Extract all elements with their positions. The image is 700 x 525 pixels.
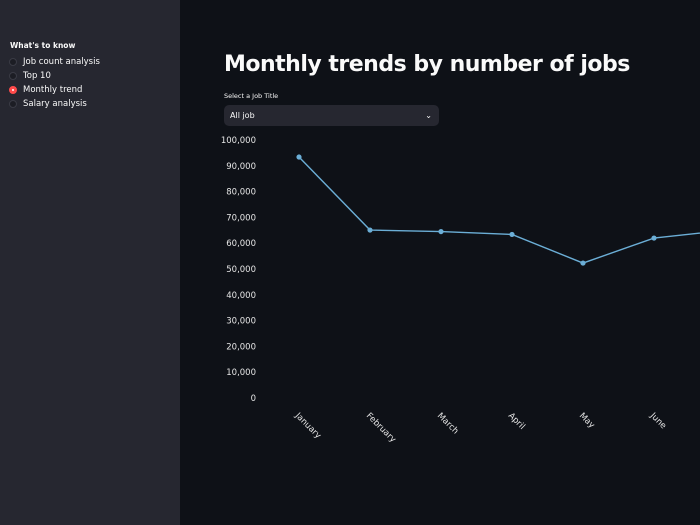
series-line [298,156,700,264]
radio-label: Monthly trend [23,85,83,95]
y-tick-label: 80,000 [226,188,256,198]
data-point [367,227,373,233]
select-value: All job [230,111,255,120]
y-tick-label: 30,000 [226,317,256,327]
radio-circle-icon [9,58,17,66]
radio-salary-analysis[interactable]: Salary analysis [9,99,87,109]
radio-label: Job count analysis [23,57,100,67]
radio-top-10[interactable]: Top 10 [9,71,51,81]
radio-circle-icon [9,100,17,108]
y-tick-label: 60,000 [226,239,256,249]
y-tick-label: 40,000 [226,291,256,301]
chevron-down-icon: ⌄ [425,111,432,120]
x-tick-label: March [435,411,460,436]
y-tick-label: 90,000 [226,162,256,172]
data-point [438,228,444,235]
y-tick-label: 100,000 [221,136,256,146]
y-tick-label: 10,000 [226,368,256,378]
y-tick-label: 70,000 [226,213,256,223]
page-title: Monthly trends by number of jobs [224,52,630,77]
job-title-select[interactable]: All job ⌄ [224,105,439,126]
radio-circle-icon [9,72,17,80]
data-point [296,154,302,160]
x-tick-label: April [506,411,527,432]
data-point [651,235,657,241]
data-point [509,231,515,238]
select-label: Select a Job Title [224,92,279,100]
radio-label: Salary analysis [23,99,87,109]
x-tick-label: June [647,410,668,431]
y-tick-label: 20,000 [226,342,256,352]
radio-monthly-trend[interactable]: Monthly trend [9,85,82,95]
sidebar-title: What's to know [10,41,76,50]
y-tick-label: 50,000 [226,265,256,275]
data-point [580,260,586,266]
x-tick-label: May [577,411,597,431]
sidebar: What's to know Job count analysis Top 10… [0,0,180,525]
y-tick-label: 0 [251,394,256,404]
radio-job-count-analysis[interactable]: Job count analysis [9,57,100,67]
x-tick-label: February [364,411,398,445]
x-tick-label: January [292,410,323,441]
radio-selected-icon [9,86,17,94]
radio-label: Top 10 [23,71,51,81]
